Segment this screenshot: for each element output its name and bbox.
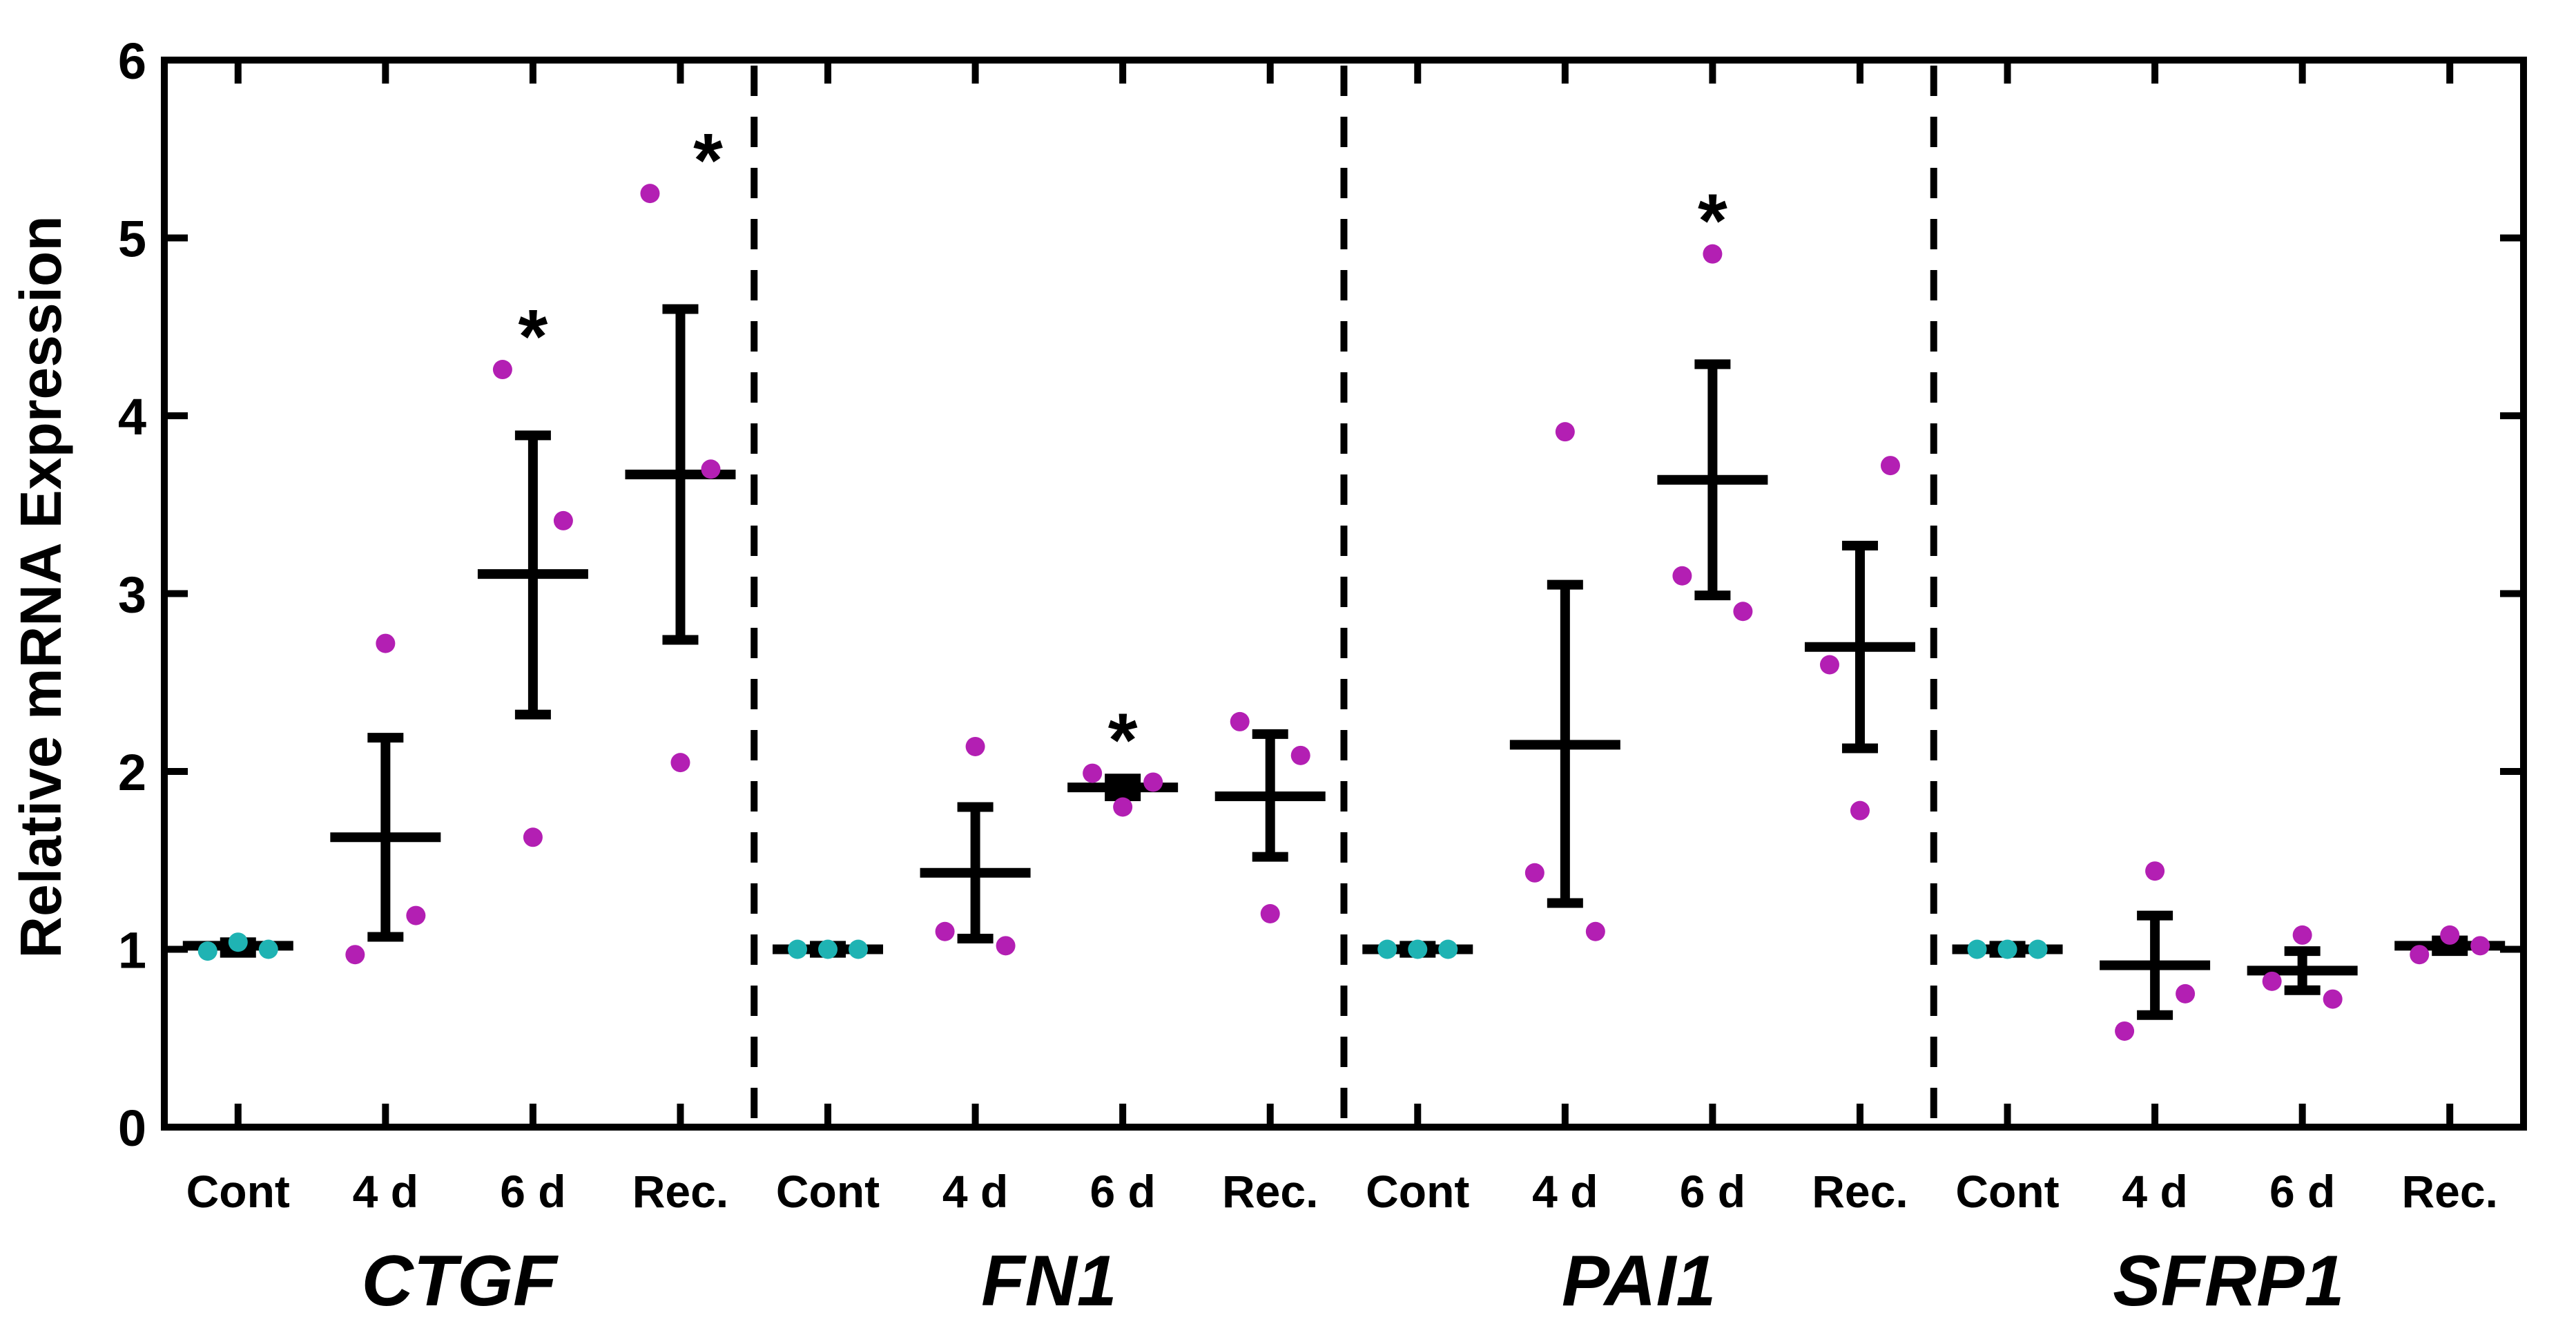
category-label: Rec. — [2402, 1166, 2498, 1217]
category-label: 4 d — [353, 1166, 418, 1217]
data-point — [1850, 800, 1870, 820]
data-point — [1997, 939, 2017, 959]
data-point — [1819, 655, 1839, 675]
data-point — [2176, 983, 2196, 1004]
data-point — [965, 736, 985, 756]
data-point — [1113, 797, 1133, 817]
gene-label: SFRP1 — [2113, 1241, 2344, 1321]
category-label: 4 d — [942, 1166, 1008, 1217]
category-label: 6 d — [1680, 1166, 1745, 1217]
data-point — [492, 360, 512, 380]
data-point — [2028, 939, 2048, 959]
y-tick-label: 5 — [118, 211, 146, 268]
category-label: Rec. — [1812, 1166, 1908, 1217]
data-point — [197, 941, 217, 961]
data-point — [701, 459, 721, 479]
data-point — [1230, 711, 1250, 731]
significance-marker: * — [519, 294, 548, 379]
category-label: 6 d — [2269, 1166, 2335, 1217]
data-point — [2440, 925, 2460, 945]
category-label: Rec. — [1222, 1166, 1318, 1217]
data-point — [996, 936, 1016, 956]
y-tick-label: 6 — [118, 32, 146, 90]
y-axis-title: Relative mRNA Expression — [8, 215, 73, 958]
data-point — [640, 184, 660, 204]
data-point — [1438, 939, 1458, 959]
gene-label: CTGF — [362, 1241, 559, 1321]
data-point — [788, 939, 808, 959]
data-point — [670, 753, 690, 773]
category-label: Cont — [776, 1166, 880, 1217]
data-point — [345, 945, 365, 965]
category-label: Cont — [1366, 1166, 1469, 1217]
category-label: 4 d — [2122, 1166, 2187, 1217]
category-label: 6 d — [500, 1166, 565, 1217]
significance-marker: * — [1108, 698, 1138, 783]
category-label: Cont — [186, 1166, 290, 1217]
data-point — [2470, 936, 2490, 956]
y-tick-label: 0 — [118, 1100, 146, 1157]
data-point — [1143, 772, 1163, 792]
data-point — [1083, 763, 1103, 783]
data-point — [1555, 422, 1575, 442]
data-point — [1260, 904, 1280, 923]
data-point — [258, 939, 278, 959]
data-point — [1585, 921, 1605, 941]
data-point — [1703, 244, 1723, 264]
data-point — [2145, 861, 2165, 881]
significance-marker: * — [693, 118, 723, 203]
data-point — [2292, 925, 2312, 945]
data-point — [228, 932, 248, 952]
data-point — [1672, 566, 1692, 586]
data-point — [2262, 971, 2282, 991]
data-point — [553, 510, 573, 530]
data-point — [1408, 939, 1428, 959]
data-point — [818, 939, 838, 959]
data-point — [406, 905, 426, 925]
data-point — [1377, 939, 1397, 959]
category-label: Cont — [1955, 1166, 2059, 1217]
significance-marker: * — [1698, 179, 1727, 264]
data-point — [2410, 945, 2430, 965]
category-label: 4 d — [1532, 1166, 1598, 1217]
category-label: 6 d — [1090, 1166, 1155, 1217]
data-point — [1524, 863, 1544, 883]
data-point — [2323, 989, 2343, 1009]
data-point — [523, 827, 543, 847]
category-label: Rec. — [632, 1166, 728, 1217]
y-tick-label: 2 — [118, 744, 146, 801]
gene-label: PAI1 — [1562, 1241, 1716, 1321]
y-tick-label: 1 — [118, 922, 146, 979]
y-tick-label: 4 — [118, 388, 146, 445]
data-point — [2115, 1021, 2135, 1041]
gene-label: FN1 — [981, 1241, 1116, 1321]
data-point — [849, 939, 869, 959]
data-point — [935, 921, 955, 941]
data-point — [376, 633, 396, 653]
data-point — [1880, 456, 1900, 476]
y-tick-label: 3 — [118, 566, 146, 624]
plot-area: 0 1 2 3 4 5 6 Cont 4 d 6 d * Rec. * CTGF Cont 4 d 6 d * Re… — [118, 32, 2527, 1321]
data-point — [1733, 602, 1753, 622]
data-point — [1967, 939, 1987, 959]
data-point — [1290, 745, 1310, 765]
